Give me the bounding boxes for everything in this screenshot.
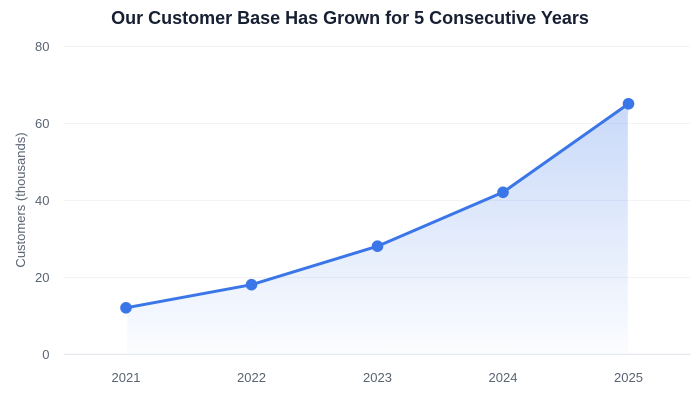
svg-text:2023: 2023 — [363, 370, 392, 385]
svg-text:2022: 2022 — [237, 370, 266, 385]
svg-text:20: 20 — [35, 270, 49, 285]
svg-text:2021: 2021 — [112, 370, 141, 385]
svg-text:60: 60 — [35, 116, 49, 131]
svg-text:40: 40 — [35, 193, 49, 208]
svg-text:Customers (thousands): Customers (thousands) — [13, 132, 28, 267]
svg-text:2025: 2025 — [614, 370, 643, 385]
svg-text:Our Customer Base Has Grown fo: Our Customer Base Has Grown for 5 Consec… — [111, 8, 589, 28]
svg-text:2024: 2024 — [489, 370, 518, 385]
svg-text:80: 80 — [35, 39, 49, 54]
svg-text:0: 0 — [42, 347, 49, 362]
